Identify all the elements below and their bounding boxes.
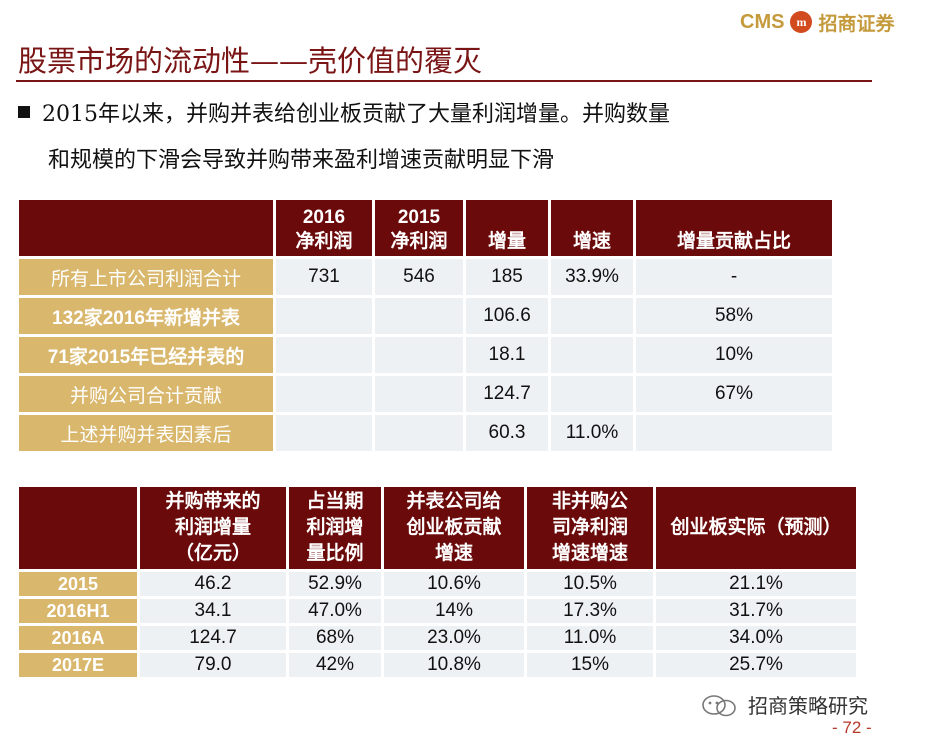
table-cell [276, 298, 372, 334]
row-label: 2016A [19, 626, 137, 650]
table2-header-ma-profit: 并购带来的 利润增量 （亿元） [140, 487, 286, 569]
wechat-watermark: 招商策略研究 [700, 690, 868, 719]
title-divider [16, 80, 872, 82]
table-row: 2016A 124.7 68% 23.0% 11.0% 34.0% [19, 626, 856, 650]
table1-header-increment: 增量 [466, 200, 548, 256]
table-cell: 25.7% [656, 653, 856, 677]
row-label: 2015 [19, 572, 137, 596]
table-row: 上述并购并表因素后 60.3 11.0% [19, 415, 832, 451]
table-cell [276, 415, 372, 451]
table-row: 并购公司合计贡献 124.7 67% [19, 376, 832, 412]
table-cell [551, 376, 633, 412]
table-cell: 15% [527, 653, 653, 677]
table-cell: 731 [276, 259, 372, 295]
table-cell: - [636, 259, 832, 295]
table-cell: 33.9% [551, 259, 633, 295]
row-label: 并购公司合计贡献 [19, 376, 273, 412]
table-cell: 60.3 [466, 415, 548, 451]
row-label: 所有上市公司利润合计 [19, 259, 273, 295]
table-cell: 68% [289, 626, 381, 650]
table-cell [375, 376, 463, 412]
table1-header-share: 增量贡献占比 [636, 200, 832, 256]
table-cell: 23.0% [384, 626, 524, 650]
table-cell: 18.1 [466, 337, 548, 373]
growth-forecast-table: 并购带来的 利润增量 （亿元） 占当期 利润增 量比例 并表公司给 创业板贡献 增速 非并购… [16, 484, 859, 680]
table-cell [276, 376, 372, 412]
table-cell: 14% [384, 599, 524, 623]
table1-header-2015: 2015 净利润 [375, 200, 463, 256]
table2-header-nonma-growth: 非并购公 司净利润 增速增速 [527, 487, 653, 569]
table-cell: 11.0% [551, 415, 633, 451]
table-cell: 124.7 [466, 376, 548, 412]
table-cell: 10.8% [384, 653, 524, 677]
row-label: 2017E [19, 653, 137, 677]
table-cell: 34.1 [140, 599, 286, 623]
table-cell: 67% [636, 376, 832, 412]
table-cell: 11.0% [527, 626, 653, 650]
row-label: 132家2016年新增并表 [19, 298, 273, 334]
logo-cn-text: 招商证券 [818, 12, 895, 35]
table1-header-2016: 2016 净利润 [276, 200, 372, 256]
logo-cms-text: CMS [740, 10, 785, 33]
table-row: 2017E 79.0 42% 10.8% 15% 25.7% [19, 653, 856, 677]
wechat-icon [700, 694, 740, 716]
table-cell [551, 337, 633, 373]
table-row: 132家2016年新增并表 106.6 58% [19, 298, 832, 334]
bullet-square-icon [18, 106, 30, 118]
table-cell: 47.0% [289, 599, 381, 623]
table-cell: 79.0 [140, 653, 286, 677]
bullet-line-1: 2015年以来，并购并表给创业板贡献了大量利润增量。并购数量 [42, 102, 670, 127]
page-number: - 72 - [832, 718, 872, 737]
bullet-line-2: 和规模的下滑会导致并购带来盈利增速贡献明显下滑 [48, 148, 555, 173]
table-cell: 31.7% [656, 599, 856, 623]
table-cell: 10% [636, 337, 832, 373]
table-cell: 34.0% [656, 626, 856, 650]
row-label: 71家2015年已经并表的 [19, 337, 273, 373]
bullet-text: 2015年以来，并购并表给创业板贡献了大量利润增量。并购数量 和规模的下滑会导致… [18, 92, 888, 184]
table1-header-blank [19, 200, 273, 256]
table2-header-ratio: 占当期 利润增 量比例 [289, 487, 381, 569]
table-cell [375, 298, 463, 334]
table-cell: 46.2 [140, 572, 286, 596]
table1-header-growth: 增速 [551, 200, 633, 256]
table-cell [375, 337, 463, 373]
brand-logo: CMS m 招商证券 [740, 8, 920, 36]
watermark-text: 招商策略研究 [748, 694, 868, 718]
row-label: 上述并购并表因素后 [19, 415, 273, 451]
table2-header-blank [19, 487, 137, 569]
table-cell: 10.6% [384, 572, 524, 596]
table-cell: 58% [636, 298, 832, 334]
table2-header-row: 并购带来的 利润增量 （亿元） 占当期 利润增 量比例 并表公司给 创业板贡献 增速 非并购… [19, 487, 856, 569]
table-cell [551, 298, 633, 334]
table-cell: 10.5% [527, 572, 653, 596]
table-row: 2016H1 34.1 47.0% 14% 17.3% 31.7% [19, 599, 856, 623]
row-label: 2016H1 [19, 599, 137, 623]
table-row: 2015 46.2 52.9% 10.6% 10.5% 21.1% [19, 572, 856, 596]
table2-header-gem-actual: 创业板实际（预测） [656, 487, 856, 569]
table-cell [276, 337, 372, 373]
table-row: 71家2015年已经并表的 18.1 10% [19, 337, 832, 373]
logo-mark-icon: m [790, 11, 813, 33]
table-cell: 52.9% [289, 572, 381, 596]
table-cell [636, 415, 832, 451]
table-cell: 106.6 [466, 298, 548, 334]
table-row: 所有上市公司利润合计 731 546 185 33.9% - [19, 259, 832, 295]
table-cell [375, 415, 463, 451]
table-cell: 546 [375, 259, 463, 295]
table-cell: 124.7 [140, 626, 286, 650]
table2-header-consolidated-growth: 并表公司给 创业板贡献 增速 [384, 487, 524, 569]
table-cell: 17.3% [527, 599, 653, 623]
table-cell: 21.1% [656, 572, 856, 596]
table-cell: 42% [289, 653, 381, 677]
slide-title: 股票市场的流动性——壳价值的覆灭 [18, 44, 483, 78]
table1-header-row: 2016 净利润 2015 净利润 增量 增速 增量贡献占比 [19, 200, 832, 256]
profit-contribution-table: 2016 净利润 2015 净利润 增量 增速 增量贡献占比 所有上市公司利润合计 … [16, 197, 835, 454]
table-cell: 185 [466, 259, 548, 295]
